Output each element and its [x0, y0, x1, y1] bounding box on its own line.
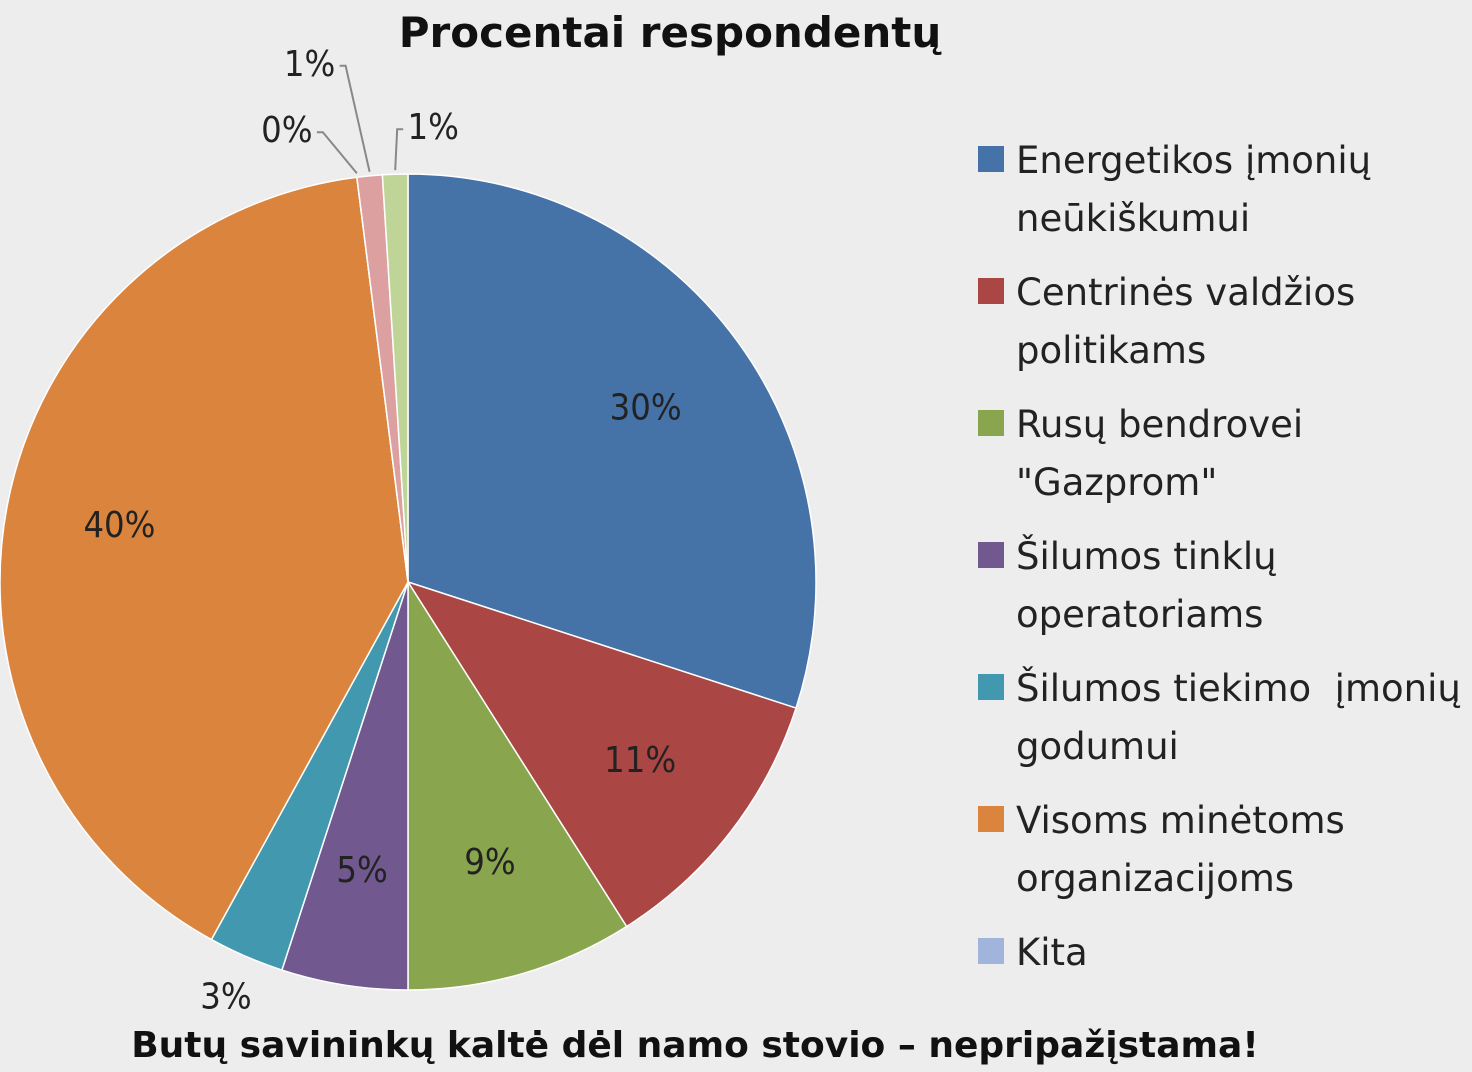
legend-swatch: [978, 278, 1004, 304]
legend-swatch: [978, 938, 1004, 964]
data-label: 0%: [261, 110, 312, 151]
legend-swatch: [978, 674, 1004, 700]
legend-label: Centrinės valdžios politikams: [1016, 271, 1368, 372]
legend-item: Šilumos tiekimo įmonių godumui: [978, 660, 1468, 776]
legend-label: Šilumos tiekimo įmonių godumui: [1016, 667, 1472, 768]
legend-item: Kita: [978, 924, 1468, 982]
pie-slice: [407, 173, 817, 710]
pie-slice: [0, 176, 409, 941]
legend-item: Rusų bendrovei "Gazprom": [978, 396, 1468, 512]
data-label: 9%: [464, 842, 515, 883]
legend: Energetikos įmonių neūkiškumui Centrinės …: [978, 132, 1468, 998]
data-label: 11%: [604, 740, 676, 781]
pie-slice: [407, 579, 628, 991]
data-label: 3%: [200, 976, 251, 1017]
legend-item: Energetikos įmonių neūkiškumui: [978, 132, 1468, 248]
data-label: 5%: [336, 850, 387, 891]
legend-item: Visoms minėtoms organizacijoms: [978, 792, 1468, 908]
footnote: Butų savininkų kaltė dėl namo stovio – n…: [131, 1025, 1259, 1066]
data-label: 40%: [83, 505, 155, 546]
legend-swatch: [978, 542, 1004, 568]
legend-swatch: [978, 146, 1004, 172]
leader-line: [339, 64, 371, 173]
legend-swatch: [978, 806, 1004, 832]
legend-label: Energetikos įmonių neūkiškumui: [1016, 139, 1383, 240]
legend-item: Centrinės valdžios politikams: [978, 264, 1468, 380]
pie-slice: [406, 580, 797, 928]
legend-swatch: [978, 410, 1004, 436]
data-label: 30%: [610, 387, 682, 428]
leader-line: [316, 131, 358, 174]
legend-label: Šilumos tinklų operatoriams: [1016, 535, 1289, 636]
chart-title: Procentai respondentų: [398, 8, 942, 57]
legend-item: Šilumos tinklų operatoriams: [978, 528, 1468, 644]
legend-label: Kita: [1016, 931, 1088, 974]
pie-slice: [381, 173, 409, 583]
legend-label: Rusų bendrovei "Gazprom": [1016, 403, 1315, 504]
data-label: 1%: [284, 44, 335, 85]
data-label: 1%: [407, 107, 458, 148]
leader-line: [394, 128, 404, 171]
legend-label: Visoms minėtoms organizacijoms: [1016, 799, 1357, 900]
